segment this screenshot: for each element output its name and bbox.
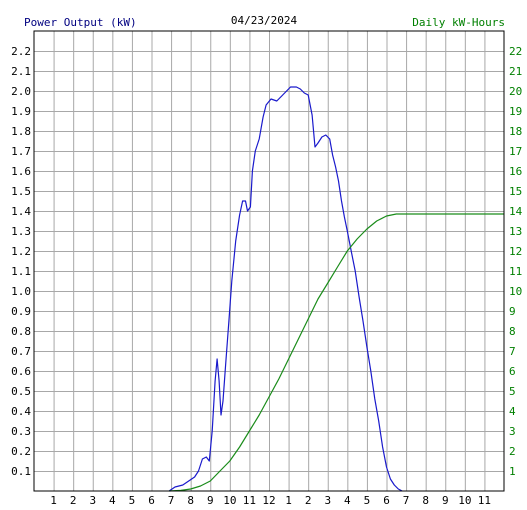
- x-tick-label: 11: [478, 494, 491, 507]
- series-layer: [168, 86, 504, 492]
- left-tick-label: 1.5: [11, 185, 31, 198]
- x-tick-label: 7: [168, 494, 175, 507]
- x-tick-label: 10: [458, 494, 471, 507]
- left-axis-ticks: 0.1 0.2 0.3 0.4 0.5 0.6 0.7 0.8 0.9 1.0 1.1 1.2 1.3 1…: [11, 45, 31, 478]
- x-tick-label: 8: [422, 494, 429, 507]
- right-tick-label: 20: [509, 85, 522, 98]
- left-tick-label: 1.1: [11, 265, 31, 278]
- x-tick-label: 9: [442, 494, 449, 507]
- left-tick-label: 1.3: [11, 225, 31, 238]
- daily-kwh-line: [169, 213, 504, 492]
- right-tick-label: 6: [509, 365, 516, 378]
- chart-title: 04/23/2024: [231, 14, 298, 27]
- right-axis-label: Daily kW-Hours: [412, 16, 505, 29]
- left-tick-label: 2.2: [11, 45, 31, 58]
- left-tick-label: 0.3: [11, 425, 31, 438]
- left-tick-label: 1.4: [11, 205, 31, 218]
- x-tick-label: 8: [187, 494, 194, 507]
- right-tick-label: 15: [509, 185, 522, 198]
- left-axis-label: Power Output (kW): [24, 16, 137, 29]
- right-tick-label: 3: [509, 425, 516, 438]
- left-tick-label: 0.8: [11, 325, 31, 338]
- right-tick-label: 12: [509, 245, 522, 258]
- left-tick-label: 0.2: [11, 445, 31, 458]
- right-tick-label: 4: [509, 405, 516, 418]
- right-tick-label: 19: [509, 105, 522, 118]
- x-tick-label: 2: [305, 494, 312, 507]
- right-tick-label: 8: [509, 325, 516, 338]
- left-tick-label: 1.9: [11, 105, 31, 118]
- left-tick-label: 0.5: [11, 385, 31, 398]
- x-tick-label: 4: [109, 494, 116, 507]
- grid-lines: [34, 31, 504, 491]
- right-tick-label: 22: [509, 45, 522, 58]
- right-tick-label: 5: [509, 385, 516, 398]
- left-tick-label: 1.6: [11, 165, 31, 178]
- x-tick-label: 12: [262, 494, 275, 507]
- right-tick-label: 10: [509, 285, 522, 298]
- right-tick-label: 2: [509, 445, 516, 458]
- left-tick-label: 0.6: [11, 365, 31, 378]
- right-tick-label: 14: [509, 205, 523, 218]
- right-tick-label: 11: [509, 265, 522, 278]
- right-tick-label: 21: [509, 65, 522, 78]
- x-tick-label: 1: [50, 494, 57, 507]
- x-tick-label: 5: [129, 494, 136, 507]
- x-tick-label: 11: [243, 494, 256, 507]
- x-tick-label: 6: [383, 494, 390, 507]
- left-tick-label: 1.7: [11, 145, 31, 158]
- x-tick-label: 6: [148, 494, 155, 507]
- x-tick-label: 10: [223, 494, 236, 507]
- right-tick-label: 1: [509, 465, 516, 478]
- x-tick-label: 3: [324, 494, 331, 507]
- x-tick-label: 3: [89, 494, 96, 507]
- right-tick-label: 7: [509, 345, 516, 358]
- left-tick-label: 0.1: [11, 465, 31, 478]
- left-tick-label: 1.2: [11, 245, 31, 258]
- x-tick-label: 9: [207, 494, 214, 507]
- x-tick-label: 1: [285, 494, 292, 507]
- right-tick-label: 17: [509, 145, 522, 158]
- x-axis-ticks: 1 2 3 4 5 6 7 8 9 10 11 12 1 2 3 4 5 6 7 8 9 10 11: [50, 494, 491, 507]
- left-tick-label: 0.4: [11, 405, 31, 418]
- x-tick-label: 4: [344, 494, 351, 507]
- left-tick-label: 0.7: [11, 345, 31, 358]
- x-tick-label: 7: [403, 494, 410, 507]
- left-tick-label: 2.1: [11, 65, 31, 78]
- plot-border: [33, 30, 505, 492]
- right-tick-label: 9: [509, 305, 516, 318]
- x-tick-label: 2: [70, 494, 77, 507]
- left-tick-label: 1.0: [11, 285, 31, 298]
- x-tick-label: 5: [364, 494, 371, 507]
- left-tick-label: 2.0: [11, 85, 31, 98]
- power-output-line: [168, 86, 403, 492]
- right-tick-label: 16: [509, 165, 522, 178]
- right-tick-label: 18: [509, 125, 522, 138]
- left-tick-label: 1.8: [11, 125, 31, 138]
- right-tick-label: 13: [509, 225, 522, 238]
- left-tick-label: 0.9: [11, 305, 31, 318]
